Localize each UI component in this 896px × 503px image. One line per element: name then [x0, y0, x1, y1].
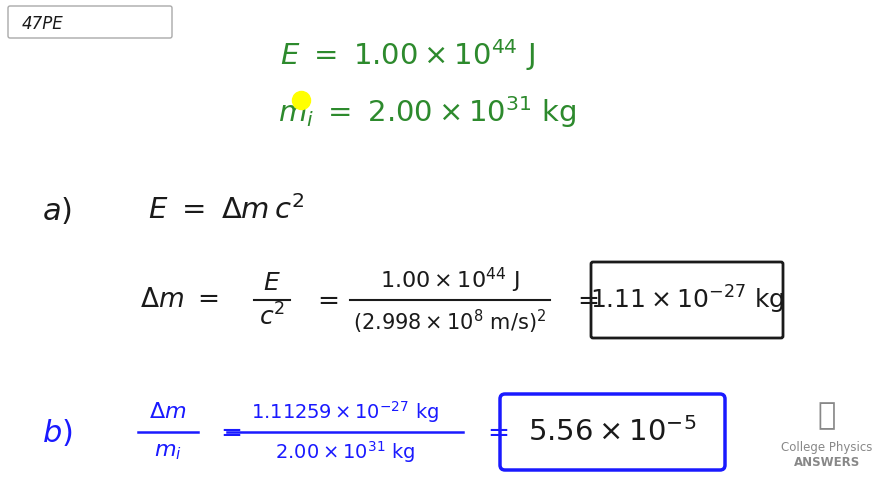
Text: $2.00\times10^{31}\ \mathrm{kg}$: $2.00\times10^{31}\ \mathrm{kg}$: [275, 439, 415, 465]
Text: $E$: $E$: [263, 271, 280, 295]
Text: $m_i$: $m_i$: [154, 442, 182, 462]
Text: $b)$: $b)$: [42, 416, 73, 448]
Text: $=$: $=$: [215, 419, 241, 445]
Text: $E\ =\ \Delta m\,c^2$: $E\ =\ \Delta m\,c^2$: [148, 195, 305, 225]
Text: ANSWERS: ANSWERS: [794, 456, 860, 468]
FancyBboxPatch shape: [591, 262, 783, 338]
Text: $1.11\times10^{-27}\ \mathrm{kg}$: $1.11\times10^{-27}\ \mathrm{kg}$: [590, 284, 784, 316]
Text: $1.11259\times10^{-27}\ \mathrm{kg}$: $1.11259\times10^{-27}\ \mathrm{kg}$: [251, 399, 439, 425]
Text: $\Delta m$: $\Delta m$: [150, 402, 186, 422]
Text: $=$: $=$: [482, 419, 508, 445]
Text: $5.56\times10^{-5}$: $5.56\times10^{-5}$: [529, 417, 696, 447]
Text: $1.00\times10^{44}\ \mathrm{J}$: $1.00\times10^{44}\ \mathrm{J}$: [380, 266, 520, 295]
Text: $\Delta m\ =$: $\Delta m\ =$: [140, 287, 219, 313]
Text: $m_i\ =\ 2.00\times10^{31}\ \mathrm{kg}$: $m_i\ =\ 2.00\times10^{31}\ \mathrm{kg}$: [278, 94, 576, 130]
Text: 47PE: 47PE: [22, 15, 64, 33]
FancyBboxPatch shape: [500, 394, 725, 470]
FancyBboxPatch shape: [8, 6, 172, 38]
Text: $c^2$: $c^2$: [259, 303, 285, 330]
Text: $=$: $=$: [312, 287, 339, 313]
Text: $(2.998\times10^{8}\ \mathrm{m/s})^2$: $(2.998\times10^{8}\ \mathrm{m/s})^2$: [353, 308, 547, 336]
Text: $E\ =\ 1.00\times10^{44}\ \mathrm{J}$: $E\ =\ 1.00\times10^{44}\ \mathrm{J}$: [280, 37, 535, 73]
Text: $a)$: $a)$: [42, 195, 72, 225]
Text: 🎓: 🎓: [818, 401, 836, 431]
Text: $=$: $=$: [572, 287, 599, 313]
Text: College Physics: College Physics: [781, 442, 873, 455]
